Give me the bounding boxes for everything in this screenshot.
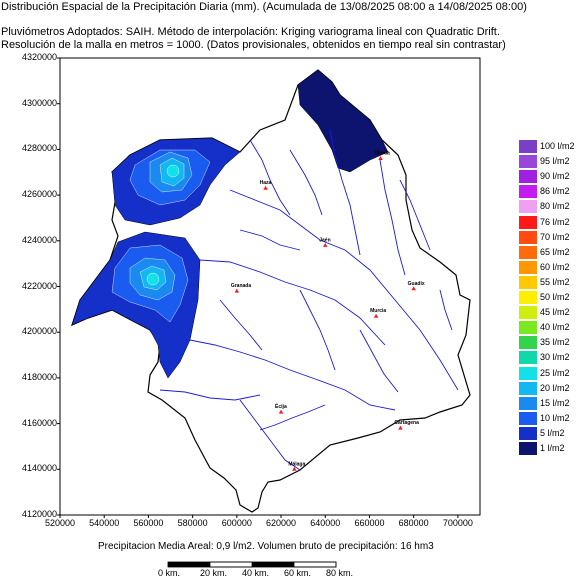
town-marker [292, 466, 297, 471]
legend-label: 70 l/m2 [540, 231, 570, 242]
town-marker [323, 242, 328, 247]
legend-label: 50 l/m2 [540, 292, 570, 302]
legend-label: 40 l/m2 [540, 322, 570, 333]
town-label: Murcia [370, 308, 386, 314]
legend-swatch [519, 321, 537, 335]
legend-swatch [519, 230, 537, 244]
legend-label: 65 l/m2 [540, 246, 570, 257]
town-label: Écija [275, 402, 287, 410]
town-marker [263, 185, 268, 190]
legend-label: 20 l/m2 [540, 382, 570, 393]
legend-swatch [519, 426, 537, 440]
x-tick-label: 620000 [266, 518, 297, 528]
town-marker [234, 288, 240, 293]
town-marker [278, 409, 284, 414]
legend-label: 55 l/m2 [540, 276, 570, 287]
legend-swatch [519, 306, 537, 320]
scale-bar [167, 561, 337, 568]
x-tick-label: 520000 [44, 518, 76, 528]
legend-swatch [519, 185, 537, 199]
plot-frame [59, 57, 481, 516]
legend-label: 45 l/m2 [540, 307, 570, 318]
y-tick-label: 4320000 [21, 52, 57, 62]
legend-label: 30 l/m2 [540, 352, 570, 363]
legend-swatch [519, 381, 537, 395]
town-label: Haza [260, 180, 272, 186]
legend-swatch [519, 155, 537, 169]
legend-label: 1 l/m2 [540, 443, 565, 453]
x-tick-label: 540000 [89, 518, 120, 528]
x-tick-label: 660000 [354, 518, 385, 528]
legend-label: 80 l/m2 [540, 201, 570, 212]
river-network [159, 129, 459, 471]
y-tick-label: 4300000 [21, 97, 57, 108]
town-label: Guadix [408, 281, 425, 287]
legend-label: 25 l/m2 [540, 367, 570, 378]
legend-swatch [519, 411, 537, 425]
legend-swatch [519, 396, 537, 410]
legend-swatch [519, 215, 537, 229]
legend-swatch [519, 336, 537, 350]
x-tick-label: 680000 [398, 518, 429, 528]
legend-swatch [519, 170, 537, 184]
resolution-line: Resolución de la malla en metros = 1000.… [1, 39, 506, 51]
rain-area-ne [297, 69, 389, 173]
y-tick-label: 4180000 [21, 371, 57, 382]
areal-summary: Precipitacion Media Areal: 0,9 l/m2. Vol… [98, 541, 434, 552]
map-title: Distribución Espacial de la Precipitació… [1, 1, 527, 13]
y-tick-label: 4220000 [21, 280, 57, 291]
rain-peak-nw [166, 164, 180, 178]
y-tick-label: 4160000 [21, 417, 57, 428]
legend-label: 60 l/m2 [540, 261, 570, 272]
legend-label: 90 l/m2 [540, 171, 570, 182]
legend-label: 100 l/m2 [540, 141, 575, 151]
legend-label: 76 l/m2 [540, 216, 570, 227]
legend-swatch [519, 442, 537, 455]
y-tick-label: 4120000 [21, 509, 57, 519]
town-label: Granada [231, 283, 252, 289]
legend-swatch [519, 366, 537, 380]
x-tick-label: 580000 [177, 518, 208, 528]
y-tick-label: 4280000 [21, 143, 57, 154]
town-label: Cartagena [394, 420, 419, 426]
town-marker [373, 313, 379, 318]
legend-label: 95 l/m2 [540, 156, 570, 167]
legend-swatch [519, 245, 537, 259]
town-label: Málaga [288, 461, 305, 467]
x-tick-label: 700000 [442, 518, 473, 528]
scale-label: 40 km. [242, 568, 270, 578]
legend-swatch [519, 140, 537, 153]
legend-swatch [519, 291, 537, 304]
x-tick-label: 560000 [133, 518, 164, 528]
y-tick-label: 4260000 [21, 189, 57, 200]
town-marker [398, 425, 403, 430]
legend-swatch [519, 275, 537, 289]
legend-label: 86 l/m2 [540, 186, 570, 197]
scale-label: 60 km. [284, 568, 312, 578]
legend-label: 15 l/m2 [540, 397, 570, 408]
scale-label: 20 km. [200, 568, 228, 578]
legend-swatch [519, 351, 537, 365]
x-tick-label: 640000 [310, 518, 341, 528]
legend-swatch [519, 200, 537, 214]
scale-label: 80 km. [326, 568, 354, 578]
legend-label: 5 l/m2 [540, 427, 565, 438]
towns-layer: Haza Jaén Granada Écija Guadix Murcia Cartagen… [231, 150, 425, 471]
town-label: Úbeda [375, 150, 391, 157]
town-label: Jaén [319, 237, 330, 243]
y-tick-label: 4200000 [21, 326, 57, 337]
y-tick-label: 4140000 [21, 463, 57, 474]
rain-peak-w [146, 272, 160, 286]
x-tick-label: 600000 [221, 518, 252, 528]
town-marker [411, 286, 416, 291]
legend-label: 35 l/m2 [540, 337, 570, 348]
method-line: Pluviómetros Adoptados: SAIH. Método de … [1, 26, 500, 38]
y-tick-label: 4240000 [21, 234, 57, 245]
legend-swatch [519, 260, 537, 274]
town-marker [378, 156, 383, 161]
legend-label: 10 l/m2 [540, 412, 570, 423]
scale-label: 0 km. [158, 568, 181, 578]
